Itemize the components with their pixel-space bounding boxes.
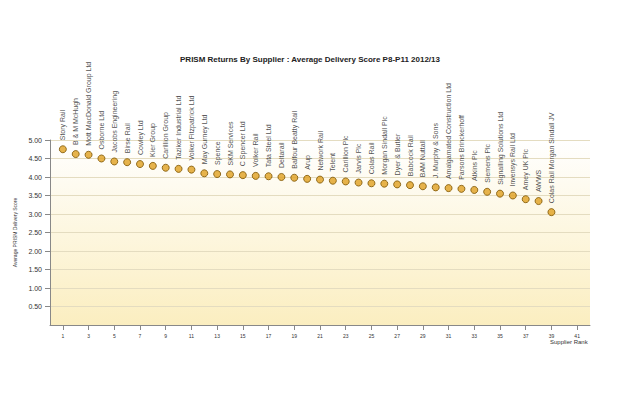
svg-text:Deltarail: Deltarail <box>278 142 285 168</box>
svg-text:33: 33 <box>472 333 478 339</box>
svg-text:21: 21 <box>317 333 323 339</box>
svg-text:Tata Steel Ltd: Tata Steel Ltd <box>265 124 272 167</box>
svg-text:37: 37 <box>523 333 529 339</box>
svg-text:Carillion Group: Carillion Group <box>162 112 170 159</box>
svg-text:Volker Rail: Volker Rail <box>252 133 259 167</box>
svg-text:Network Rail: Network Rail <box>317 130 324 170</box>
svg-text:Osborne Ltd: Osborne Ltd <box>98 111 105 150</box>
svg-text:Arup: Arup <box>304 155 312 170</box>
svg-text:15: 15 <box>240 333 246 339</box>
svg-text:23: 23 <box>343 333 349 339</box>
svg-text:25: 25 <box>369 333 375 339</box>
svg-text:3.00: 3.00 <box>28 211 42 218</box>
svg-text:Amey UK Plc: Amey UK Plc <box>522 148 530 190</box>
svg-text:Balfour Beatty Rail: Balfour Beatty Rail <box>291 110 299 168</box>
svg-text:4.00: 4.00 <box>28 174 42 181</box>
svg-text:Carillion Plc: Carillion Plc <box>342 135 349 172</box>
svg-text:Taziker Industrial Ltd: Taziker Industrial Ltd <box>175 96 182 160</box>
svg-text:Parsons Brinckerhoff: Parsons Brinckerhoff <box>458 115 465 180</box>
svg-text:PRISM Returns By Supplier : Av: PRISM Returns By Supplier : Average Deli… <box>180 55 441 64</box>
svg-text:Story Rail: Story Rail <box>59 109 67 140</box>
svg-text:17: 17 <box>266 333 272 339</box>
svg-text:Supplier Rank: Supplier Rank <box>550 339 589 345</box>
svg-text:Colas Rail Morgan Sindall JV: Colas Rail Morgan Sindall JV <box>548 112 556 203</box>
svg-text:Amalgamated Construction Ltd: Amalgamated Construction Ltd <box>445 83 453 179</box>
svg-text:Average PRISM Delivery Score: Average PRISM Delivery Score <box>12 197 18 267</box>
svg-text:Morgan Sindall Plc: Morgan Sindall Plc <box>381 116 389 175</box>
svg-text:Mott MacDonald Group Ltd: Mott MacDonald Group Ltd <box>85 62 93 146</box>
svg-text:1.50: 1.50 <box>28 266 42 273</box>
svg-text:BAM Nuttall: BAM Nuttall <box>419 140 426 177</box>
svg-text:19: 19 <box>292 333 298 339</box>
svg-text:Colas Rail: Colas Rail <box>368 142 375 174</box>
svg-text:C Spencer Ltd: C Spencer Ltd <box>239 121 247 166</box>
svg-text:27: 27 <box>394 333 400 339</box>
svg-text:11: 11 <box>189 333 194 339</box>
svg-text:Dyer & Butler: Dyer & Butler <box>394 133 402 175</box>
svg-text:13: 13 <box>214 333 220 339</box>
svg-text:35: 35 <box>497 333 503 339</box>
svg-text:3.50: 3.50 <box>28 192 42 199</box>
svg-text:1.00: 1.00 <box>28 285 42 292</box>
svg-text:Birse Rail: Birse Rail <box>124 123 131 153</box>
svg-text:B & M McHugh: B & M McHugh <box>72 98 80 145</box>
svg-text:39: 39 <box>549 333 555 339</box>
svg-text:Atkins Plc: Atkins Plc <box>471 150 478 181</box>
svg-text:SKM Services: SKM Services <box>227 121 234 165</box>
svg-text:Telent: Telent <box>329 153 336 172</box>
svg-text:AWWS: AWWS <box>535 169 542 192</box>
svg-text:5.00: 5.00 <box>28 137 42 144</box>
svg-text:0.50: 0.50 <box>28 303 42 310</box>
svg-text:Siemens Plc: Siemens Plc <box>484 143 491 182</box>
svg-text:31: 31 <box>446 333 452 339</box>
svg-text:Jarvis Plc: Jarvis Plc <box>355 143 362 173</box>
svg-text:Signalling Solutions Ltd: Signalling Solutions Ltd <box>497 112 505 185</box>
svg-text:Babcock Rail: Babcock Rail <box>407 135 414 176</box>
svg-text:Volker Fitzpatrick Ltd: Volker Fitzpatrick Ltd <box>188 96 196 161</box>
svg-text:1: 1 <box>61 333 64 339</box>
svg-text:9: 9 <box>164 333 167 339</box>
svg-text:3: 3 <box>87 333 90 339</box>
svg-text:7: 7 <box>139 333 142 339</box>
svg-text:Jacobs Engineering: Jacobs Engineering <box>111 91 119 153</box>
svg-text:Cowley Ltd: Cowley Ltd <box>137 120 145 155</box>
svg-text:May Gurney Ltd: May Gurney Ltd <box>201 114 209 164</box>
svg-text:J. Murphy & Sons: J. Murphy & Sons <box>432 123 440 179</box>
svg-text:4.50: 4.50 <box>28 155 42 162</box>
svg-text:5: 5 <box>113 333 116 339</box>
svg-text:Kier Group: Kier Group <box>149 123 157 157</box>
svg-text:2.50: 2.50 <box>28 229 42 236</box>
svg-text:29: 29 <box>420 333 426 339</box>
svg-text:2.00: 2.00 <box>28 248 42 255</box>
svg-text:41: 41 <box>574 333 580 339</box>
svg-text:Invensys Rail Ltd: Invensys Rail Ltd <box>509 133 517 186</box>
svg-text:Spence: Spence <box>214 141 222 165</box>
